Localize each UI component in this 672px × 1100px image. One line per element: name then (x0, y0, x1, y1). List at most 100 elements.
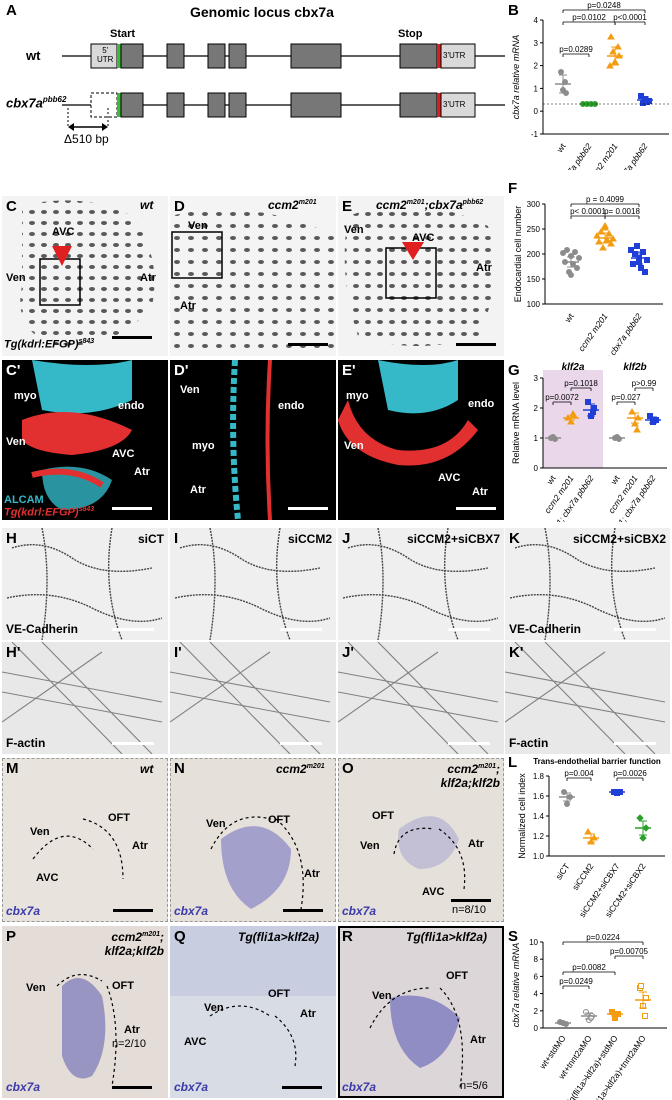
ep-atr-label: Atr (472, 486, 488, 498)
chart-g: klf2a klf2b 3 2 1 0 Relative mRNA level p=0.101… (511, 362, 667, 522)
chart-f-point (607, 240, 615, 247)
chart-s-point (642, 1013, 648, 1019)
cp-ven-label: Ven (6, 436, 26, 448)
dp-ven-label: Ven (180, 384, 200, 396)
p-ven-label: Ven (26, 982, 46, 994)
utr3-label-mut: 3'UTR (443, 100, 466, 109)
condition-label-j: siCCM2+siCBX7 (406, 532, 500, 546)
panel-letter-f: F (508, 180, 518, 197)
chart-f-pvalue: p= 0.0018 (604, 207, 640, 216)
start-label: Start (110, 28, 136, 40)
ep-endo-label: endo (468, 398, 495, 410)
chart-b-ytick-label: 4 (534, 16, 539, 25)
chart-g-xlabel: wt (608, 473, 622, 487)
chart-f-point (564, 247, 570, 253)
o-ven-label: Ven (360, 840, 380, 852)
chart-f-xlabel: wt (562, 311, 576, 325)
chart-s-point (638, 983, 644, 989)
cp-atr-label: Atr (134, 466, 150, 478)
image-panel-d-prime (170, 360, 336, 520)
q-atr-label: Atr (300, 1008, 316, 1020)
p-n-label: n=2/10 (112, 1038, 146, 1050)
panel-letter-d: D (174, 198, 185, 215)
dp-atr-label: Atr (190, 484, 206, 496)
panel-letter-s: S (508, 928, 519, 945)
m-ven-label: Ven (30, 826, 50, 838)
o-probe-label: cbx7a (342, 904, 377, 918)
e-genotype: ccm2m201;cbx7apbb62 (376, 198, 484, 212)
chart-g-pvalue: p>0.99 (632, 379, 657, 388)
chart-f-ylabel: Endocardial cell number (513, 206, 523, 303)
condition-label-i: siCCM2 (287, 532, 332, 546)
chart-g-ytick-label: 0 (534, 464, 539, 473)
chart-f-point (576, 255, 582, 261)
c-reporter: Tg(kdrl:EFGP)s843 (4, 338, 95, 351)
image-panel-p (2, 926, 168, 1098)
panel-letter-a: A (6, 2, 17, 19)
panel-letter-e: E (342, 198, 353, 215)
panel-letter-d-prime: D' (174, 362, 189, 379)
chart-g-ytick-label: 2 (534, 404, 539, 413)
r-oft-label: OFT (446, 970, 468, 982)
chart-f-point (642, 269, 648, 275)
q-genotype: Tg(fli1a>klf2a) (238, 930, 320, 944)
stain-label-k: VE-Cadherin (509, 622, 582, 636)
o-oft-label: OFT (372, 810, 394, 822)
chart-l: Trans-endothelial barrier function 1.8 1.6… (517, 757, 665, 919)
panel-letter-ip: I' (174, 644, 182, 661)
chart-g-pvalue: p=0.027 (611, 393, 641, 402)
cp-reporter-label: Tg(kdrl:EFGP)s843 (4, 506, 95, 519)
chart-b-ytick-label: 3 (534, 39, 539, 48)
chart-g-xlabel: wt (544, 473, 558, 487)
stain-label-kp: F-actin (509, 736, 549, 750)
chart-l-ytick-label: 1.8 (533, 772, 545, 781)
chart-g-gene2: klf2b (623, 362, 646, 373)
chart-b-ytick-label: 1 (534, 84, 539, 93)
q-ven-label: Ven (204, 1002, 224, 1014)
c-ven-label: Ven (6, 272, 26, 284)
panel-letter-kp: K' (509, 644, 524, 661)
c-genotype: wt (140, 198, 154, 212)
d-ven-label: Ven (188, 220, 208, 232)
o-atr-label: Atr (468, 838, 484, 850)
chart-l-point (639, 834, 647, 842)
chart-f-ytick-label: 300 (527, 200, 541, 209)
panel-letter-k: K (509, 530, 520, 547)
chart-s-ytick-label: 2 (534, 1007, 539, 1016)
chart-l-ylabel: Normalized cell index (517, 773, 527, 859)
r-genotype: Tg(fli1a>klf2a) (406, 930, 488, 944)
chart-f-point (599, 244, 607, 251)
chart-f-point (574, 265, 580, 271)
r-probe-label: cbx7a (342, 1080, 377, 1094)
chart-f-point (601, 222, 609, 229)
m-probe-label: cbx7a (6, 904, 41, 918)
image-panel-e (338, 196, 504, 356)
chart-f-point (572, 249, 578, 255)
chart-b-ylabel: cbx7a relative mRNA (511, 35, 521, 120)
panel-letter-c: C (6, 198, 17, 215)
chart-s-ytick-label: 0 (534, 1024, 539, 1033)
chart-s-ytick-label: 6 (534, 972, 539, 981)
chart-b-ytick-label: 0 (534, 107, 539, 116)
o-n-label: n=8/10 (452, 904, 486, 916)
chart-l-ytick-label: 1.0 (533, 852, 545, 861)
image-panel-n (170, 758, 336, 922)
chart-f-point (595, 238, 603, 245)
chart-g-pvalue: p=0.0072 (545, 393, 579, 402)
ep-ven-label: Ven (344, 440, 364, 452)
d-atr-label: Atr (180, 300, 196, 312)
dp-endo-label: endo (278, 400, 305, 412)
chart-b-pvalue: p<0.0001 (613, 13, 647, 22)
chart-l-xlabel: siCT (553, 861, 571, 881)
chart-f: 300 250 200 150 100 Endocardial cell number p … (513, 195, 663, 356)
cp-myo-label: myo (14, 390, 37, 402)
chart-l-xlabel: siCCM2 (570, 861, 596, 892)
panel-letter-r: R (342, 928, 353, 945)
condition-label-h: siCT (137, 532, 164, 546)
stain-label-h: VE-Cadherin (6, 622, 79, 636)
image-panel-i (170, 528, 336, 640)
chart-b: 4 3 2 1 0 -1 cbx7a relative mRNA p=0.0248 p=0.01… (511, 1, 669, 170)
chart-l-ytick-label: 1.2 (533, 832, 545, 841)
utr3-label-wt: 3'UTR (443, 51, 466, 60)
e-atr-label: Atr (476, 262, 492, 274)
